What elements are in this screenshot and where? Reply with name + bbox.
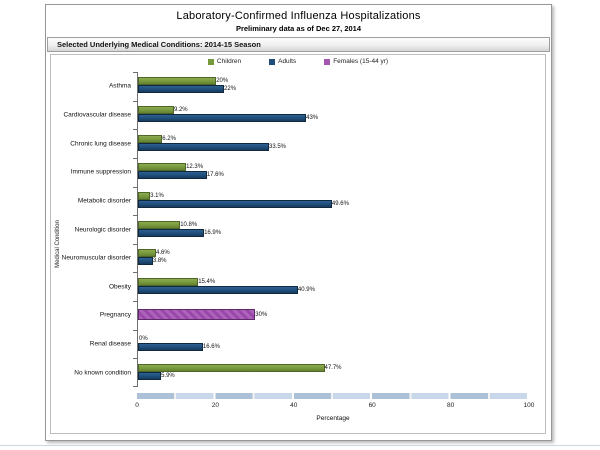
category-label: No known condition (74, 369, 131, 377)
category-label: Asthma (108, 82, 131, 90)
category-label: Metabolic disorder (77, 197, 131, 205)
bar-value-label: 15.4% (198, 278, 216, 285)
category-label: Renal disease (89, 340, 131, 348)
bar-children[interactable]: 20% (138, 77, 228, 86)
bar-adults[interactable]: 16.9% (138, 228, 221, 237)
category-row: No known condition 47.7% 5.9% (74, 358, 529, 387)
bar-children[interactable]: 3.1% (138, 191, 164, 200)
bar-adults[interactable]: 43% (138, 113, 318, 122)
category-label: Cardiovascular disease (63, 111, 131, 119)
chart-subtitle: Preliminary data as of Dec 27, 2014 (235, 24, 362, 33)
category-row: Asthma 20% 22% (109, 72, 529, 101)
chart-area: Children Adults Females (15-44 yr) Medical… (50, 54, 546, 434)
legend-label: Females (15-44 yr) (333, 58, 389, 65)
bar-value-label: 40.9% (297, 286, 315, 293)
category-row: Chronic lung disease 6.2% 33.5% (70, 129, 529, 158)
x-tick-label: 0 (135, 402, 139, 409)
y-axis-label: Medical Condition (55, 220, 61, 268)
bar-females[interactable]: 30% (138, 309, 267, 321)
bar-adults[interactable]: 3.8% (138, 257, 167, 266)
category-row: Pregnancy 30% (100, 301, 529, 330)
title-block: Laboratory-Confirmed Influenza Hospitali… (46, 5, 551, 33)
bar-adults[interactable]: 5.9% (138, 371, 175, 380)
bar-adults[interactable]: 49.6% (138, 199, 349, 208)
x-tick-label: 100 (523, 402, 535, 409)
bar-children[interactable]: 6.2% (138, 134, 176, 143)
category-label: Obesity (108, 283, 131, 291)
bar-value-label: 3.8% (152, 258, 167, 265)
bar-adults[interactable]: 33.5% (138, 142, 286, 151)
category-label: Pregnancy (99, 311, 131, 319)
legend-swatch (269, 58, 276, 65)
category-row: Metabolic disorder 3.1% 49.6% (78, 186, 529, 216)
category-label: Chronic lung disease (70, 140, 131, 148)
category-row: Cardiovascular disease 9.2% 43% (63, 100, 529, 130)
bar-value-label: 3.1% (150, 192, 164, 199)
bar-value-label: 16.9% (204, 229, 222, 236)
bar-value-label: 49.6% (331, 200, 349, 207)
x-tick-labels: 0 20 40 60 80 100 (135, 402, 534, 410)
bar-value-label: 16.6% (202, 344, 220, 351)
chart-panel: Laboratory-Confirmed Influenza Hospitali… (45, 4, 552, 441)
x-tick-label: 80 (446, 402, 455, 409)
category-label: Neurologic disorder (74, 226, 131, 234)
bar-value-label: 43% (306, 114, 319, 121)
plot-area: Asthma 20% 22% Cardiovascular disease 9.2% 43… (62, 72, 529, 387)
legend-item-adults[interactable]: Adults (269, 58, 296, 65)
x-tick-label: 20 (211, 402, 220, 409)
x-tick-label: 40 (290, 402, 298, 409)
legend-swatch (324, 58, 331, 65)
x-tick-label: 60 (368, 402, 376, 409)
legend-label: Adults (278, 58, 297, 65)
category-label: Immune suppression (70, 168, 131, 176)
bar-value-label: 17.6% (206, 172, 224, 179)
category-row: Obesity 15.4% 40.9% (109, 272, 529, 301)
bar-children[interactable]: 47.7% (138, 363, 342, 372)
legend-label: Children (216, 58, 242, 65)
bar-value-label: 5.9% (161, 372, 175, 379)
category-row: Renal disease 0% 16.6% (90, 329, 529, 359)
bar-value-label: 33.5% (268, 143, 286, 150)
bar-children[interactable]: 9.2% (138, 105, 188, 114)
bar-value-label: 0% (139, 336, 148, 343)
legend-item-females[interactable]: Females (15-44 yr) (324, 58, 388, 65)
bar-value-label: 20% (216, 78, 229, 85)
bar-value-label: 30% (255, 311, 268, 318)
category-row: Neuromuscular disorder 4.6% 3.8% (62, 243, 529, 273)
bar-value-label: 22% (224, 86, 237, 93)
bar-children[interactable]: 10.8% (138, 220, 197, 229)
plot-rows: Asthma 20% 22% Cardiovascular disease 9.2% 43… (62, 72, 529, 387)
bar-value-label: 9.2% (173, 106, 188, 113)
legend-swatch (207, 58, 214, 65)
bar-children[interactable]: 12.3% (138, 163, 203, 172)
bar-children[interactable]: 15.4% (138, 277, 215, 286)
category-row: Neurologic disorder 10.8% 16.9% (75, 215, 529, 244)
bar-value-label: 6.2% (162, 135, 176, 142)
bar-adults[interactable]: 22% (138, 85, 236, 94)
bar-adults[interactable]: 16.6% (138, 343, 220, 352)
category-row: Immune suppression 12.3% 17.6% (71, 157, 529, 187)
bar-value-label: 47.7% (324, 364, 342, 371)
page-bottom-rule (0, 445, 600, 446)
x-axis-label: Percentage (316, 415, 350, 422)
bar-children[interactable]: 4.6% (138, 249, 170, 258)
bar-adults[interactable]: 17.6% (138, 171, 224, 180)
legend-item-children[interactable]: Children (207, 58, 242, 65)
bar-value-label: 10.8% (180, 221, 198, 228)
bar-value-label: 4.6% (155, 250, 170, 257)
x-axis-scrollbar[interactable] (137, 393, 529, 399)
bar-adults[interactable]: 40.9% (138, 285, 315, 294)
category-label: Neuromuscular disorder (61, 254, 131, 262)
legend: Children Adults Females (15-44 yr) (51, 58, 545, 65)
chart-title: Laboratory-Confirmed Influenza Hospitali… (176, 10, 421, 22)
bar-value-label: 12.3% (186, 164, 204, 171)
panel-header: Selected Underlying Medical Conditions: … (47, 37, 550, 52)
